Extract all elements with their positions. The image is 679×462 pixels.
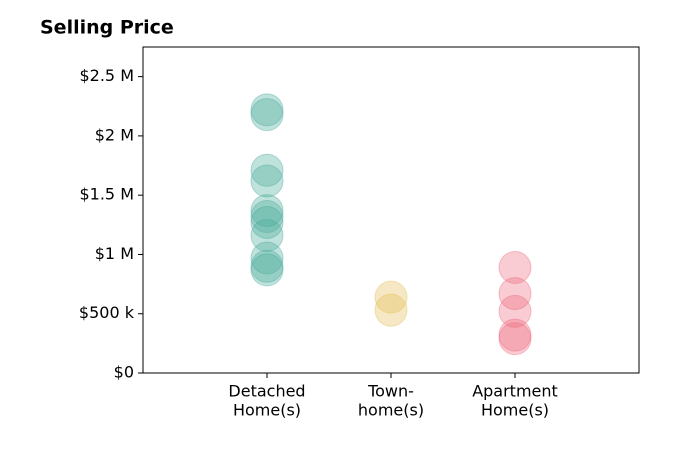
dot xyxy=(250,249,284,283)
dot xyxy=(374,293,408,327)
dot xyxy=(498,294,532,328)
dot xyxy=(498,277,532,311)
y-tick-label: $500 k xyxy=(79,303,135,322)
dot xyxy=(250,241,284,275)
x-tick-label: Home(s) xyxy=(481,401,549,420)
dot xyxy=(498,318,532,352)
y-tick-label: $2 M xyxy=(95,125,134,144)
dot xyxy=(250,153,284,187)
x-tick-label: Home(s) xyxy=(233,401,301,420)
y-tick-label: $1.5 M xyxy=(79,185,134,204)
x-tick-label: home(s) xyxy=(358,401,424,420)
x-tick-label: Town- xyxy=(367,382,414,401)
x-tick-label: Apartment xyxy=(472,382,558,401)
dot xyxy=(498,250,532,284)
dot xyxy=(250,205,284,239)
x-tick-label: Detached xyxy=(228,382,305,401)
dot xyxy=(250,253,284,287)
dot xyxy=(250,164,284,198)
dot xyxy=(250,200,284,234)
y-tick-label: $0 xyxy=(114,363,134,382)
dot xyxy=(250,93,284,127)
dot xyxy=(250,98,284,132)
dot xyxy=(250,194,284,228)
dot xyxy=(498,322,532,356)
y-tick-label: $2.5 M xyxy=(79,66,134,85)
dot xyxy=(374,280,408,314)
y-tick-label: $1 M xyxy=(95,244,134,263)
chart-title: Selling Price xyxy=(40,17,174,39)
dot xyxy=(250,218,284,252)
